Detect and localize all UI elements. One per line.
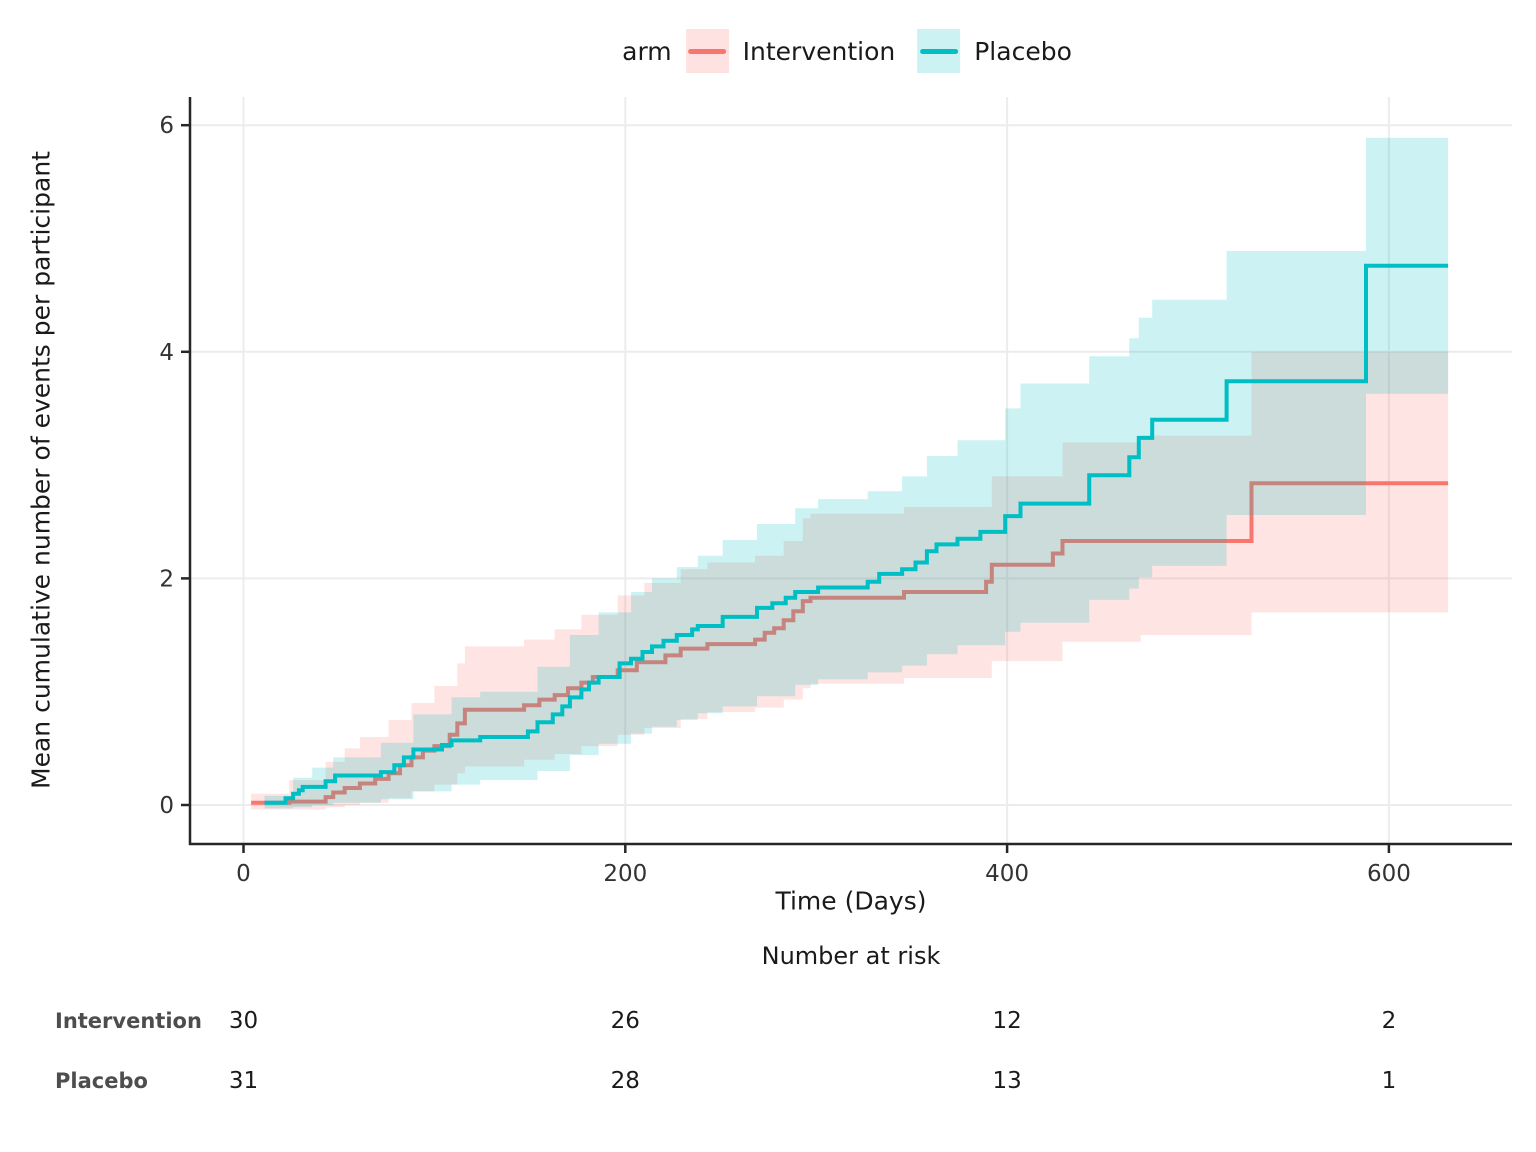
risk-row-label-intervention: Intervention [55, 1009, 202, 1033]
legend-label-intervention: Intervention [742, 36, 896, 66]
legend-label-placebo: Placebo [974, 36, 1072, 66]
risk-count-intervention-0: 30 [228, 1008, 259, 1034]
x-axis-title: Time (Days) [775, 886, 927, 916]
legend-key-placebo [917, 29, 961, 73]
legend-title: arm [622, 36, 672, 66]
risk-count-placebo-0: 31 [228, 1068, 259, 1094]
intervention-line-swatch [688, 48, 727, 54]
risk-table-title: Number at risk [761, 942, 941, 970]
ribbon-intervention [251, 351, 1449, 810]
x-tick-label: 200 [603, 861, 647, 887]
risk-count-intervention-400: 12 [992, 1008, 1022, 1034]
placebo-line-swatch [919, 48, 958, 54]
ribbon-placebo [264, 137, 1449, 809]
risk-row-label-placebo: Placebo [55, 1069, 148, 1093]
y-tick-label: 0 [159, 793, 174, 819]
risk-count-placebo-400: 13 [992, 1068, 1022, 1094]
x-tick-label: 600 [1367, 861, 1411, 887]
legend: arm Intervention Placebo [622, 29, 1080, 73]
risk-count-placebo-600: 1 [1381, 1068, 1397, 1094]
risk-count-intervention-200: 26 [610, 1008, 640, 1034]
x-tick-label: 400 [985, 861, 1029, 887]
curve-placebo [264, 263, 1449, 805]
y-axis-title: Mean cumulative number of events per par… [26, 151, 56, 789]
risk-count-placebo-200: 28 [610, 1068, 640, 1094]
y-tick-label: 6 [159, 113, 174, 139]
y-tick-label: 4 [159, 340, 174, 366]
legend-key-intervention [685, 29, 729, 73]
x-tick-label: 0 [236, 861, 251, 887]
y-tick-label: 2 [159, 566, 174, 592]
risk-count-intervention-600: 2 [1381, 1008, 1397, 1034]
